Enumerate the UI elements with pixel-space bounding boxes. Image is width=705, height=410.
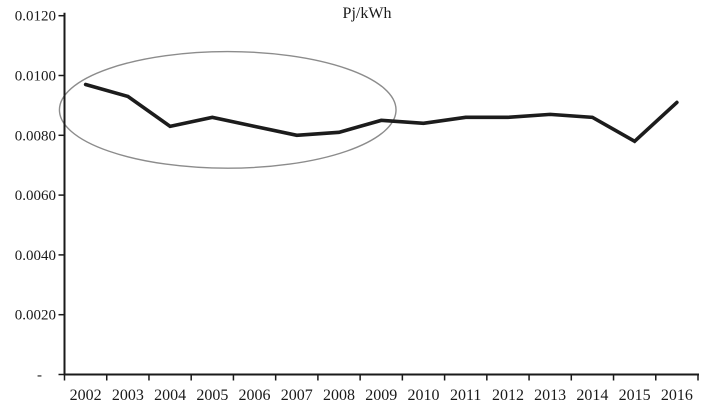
- x-tick-label: 2014: [576, 387, 608, 404]
- y-tick-label: 0.0080: [15, 128, 56, 144]
- y-tick-label: 0.0020: [15, 308, 56, 324]
- y-tick-label: 0.0060: [15, 188, 56, 204]
- x-tick-label: 2010: [407, 387, 439, 404]
- x-tick-label: 2011: [450, 387, 481, 404]
- x-tick-label: 2016: [661, 387, 693, 404]
- y-tick-label: 0.0120: [15, 9, 56, 25]
- y-tick-label: -: [37, 368, 42, 384]
- x-tick-label: 2003: [112, 387, 144, 404]
- x-tick-label: 2004: [154, 387, 186, 404]
- chart-title: Pj/kWh: [343, 5, 392, 22]
- series-layer: [83, 82, 679, 144]
- x-tick-label: 2012: [492, 387, 524, 404]
- x-tick-label: 2008: [323, 387, 355, 404]
- data-series-line: [83, 82, 679, 144]
- x-tick-label: 2015: [619, 387, 651, 404]
- x-tick-label: 2013: [534, 387, 566, 404]
- tick-label-layer: 0.0120 0.0100 0.0080 0.0060 0.0040 0.0020 - 200…: [15, 9, 693, 404]
- annotation-layer: [58, 50, 397, 169]
- x-tick-label: 2006: [239, 387, 271, 404]
- x-tick-label: 2007: [281, 387, 313, 404]
- axes-layer: [58, 12, 699, 381]
- x-tick-label: 2002: [70, 387, 102, 404]
- highlight-ellipse-annotation: [58, 50, 397, 169]
- x-tick-label: 2009: [365, 387, 397, 404]
- y-tick-label: 0.0040: [15, 248, 56, 264]
- y-tick-label: 0.0100: [15, 69, 56, 85]
- x-tick-label: 2005: [196, 387, 228, 404]
